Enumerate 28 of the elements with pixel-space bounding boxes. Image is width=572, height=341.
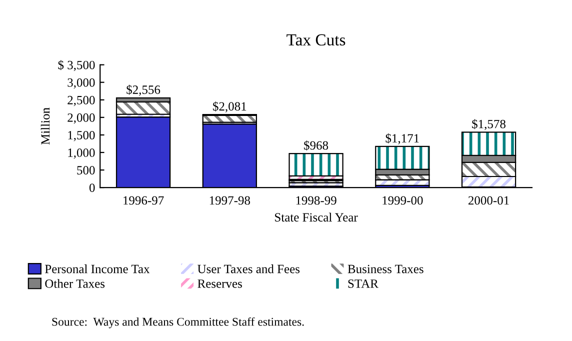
total-label: $968 <box>304 140 328 150</box>
x-tick-label: 2000-01 <box>468 196 509 205</box>
x-tick-label: 1999-00 <box>382 196 423 205</box>
x-tick-label: 1997-98 <box>210 196 250 205</box>
y-axis-title: Million <box>40 108 50 145</box>
legend-label: User Taxes and Fees <box>198 264 300 274</box>
chart-title: Tax Cuts <box>286 34 346 46</box>
x-tick-label: 1996-97 <box>124 196 164 205</box>
legend-label: Personal Income Tax <box>45 264 150 274</box>
total-label: $2,556 <box>126 84 160 96</box>
source-note: Source: Ways and Means Committee Staff estimates. <box>52 317 304 328</box>
y-tick-label: 2,500 <box>68 96 95 106</box>
total-label: $1,578 <box>472 119 506 130</box>
y-tick-label: $ 3,500 <box>58 60 95 72</box>
y-tick-label: 3,000 <box>68 78 95 89</box>
legend-label: STAR <box>348 279 378 288</box>
legend-label: Business Taxes <box>348 264 424 274</box>
y-tick-label: 0 <box>89 184 95 192</box>
y-tick-label: 500 <box>77 166 95 174</box>
total-label: $2,081 <box>213 101 246 112</box>
y-tick-label: 1,000 <box>68 148 95 159</box>
y-tick-label: 1,500 <box>68 130 95 142</box>
legend-label: Reserves <box>198 280 242 288</box>
x-tick-label: 1998-99 <box>296 196 336 205</box>
legend-label: Other Taxes <box>45 279 105 288</box>
x-axis-title: State Fiscal Year <box>275 212 358 222</box>
total-label: $1,171 <box>386 133 419 144</box>
y-tick-label: 2,000 <box>68 113 95 124</box>
